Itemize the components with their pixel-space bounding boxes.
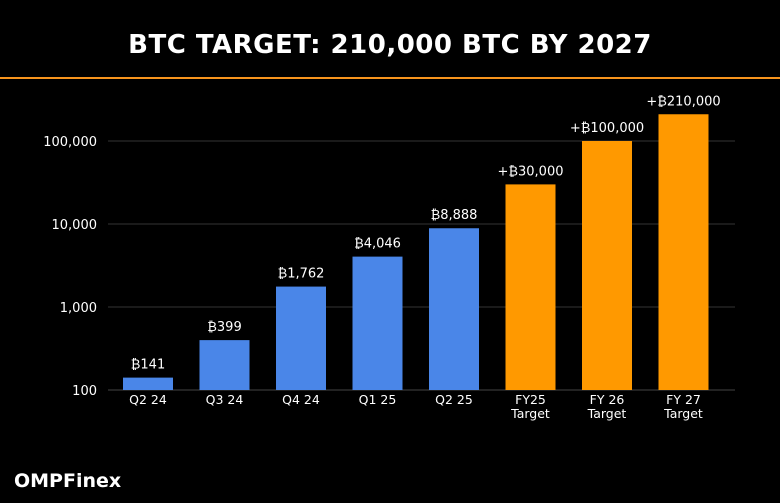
chart-title: BTC TARGET: 210,000 BTC BY 2027 <box>128 30 652 60</box>
bar-value-label: ₿399 <box>207 320 241 335</box>
x-category-label: FY25 <box>515 392 546 407</box>
bar <box>658 114 709 390</box>
bar <box>276 286 326 390</box>
bar-value-label: +₿100,000 <box>570 121 644 136</box>
y-tick-label: 100 <box>72 384 97 399</box>
x-category-label: Target <box>587 406 627 421</box>
bar <box>123 377 173 390</box>
x-category-label: Q1 25 <box>359 392 397 407</box>
y-tick-label: 100,000 <box>43 135 97 150</box>
x-category-label: Q4 24 <box>282 392 320 407</box>
x-category-label: Q3 24 <box>206 392 244 407</box>
x-category-label: FY 27 <box>666 392 701 407</box>
x-category-label: Target <box>510 406 550 421</box>
bar-value-label: ₿1,762 <box>278 267 325 282</box>
bar <box>505 184 556 390</box>
bar <box>582 141 632 390</box>
bar-value-label: ₿4,046 <box>354 237 401 252</box>
title-divider <box>0 77 780 79</box>
bar <box>199 340 250 390</box>
x-category-label: Target <box>663 406 703 421</box>
y-tick-label: 1,000 <box>60 301 97 316</box>
bar-value-label: ₿141 <box>131 358 165 373</box>
bar <box>429 228 479 390</box>
x-category-label: Q2 25 <box>435 392 473 407</box>
y-tick-label: 10,000 <box>52 218 98 233</box>
bar-value-label: +₿30,000 <box>497 164 563 179</box>
bar <box>352 256 403 390</box>
x-category-label: FY 26 <box>590 392 625 407</box>
bar-value-label: ₿8,888 <box>431 208 478 223</box>
brand-logo: OMPFinex <box>14 470 122 492</box>
x-category-label: Q2 24 <box>129 392 167 407</box>
bar-value-label: +₿210,000 <box>646 94 720 109</box>
